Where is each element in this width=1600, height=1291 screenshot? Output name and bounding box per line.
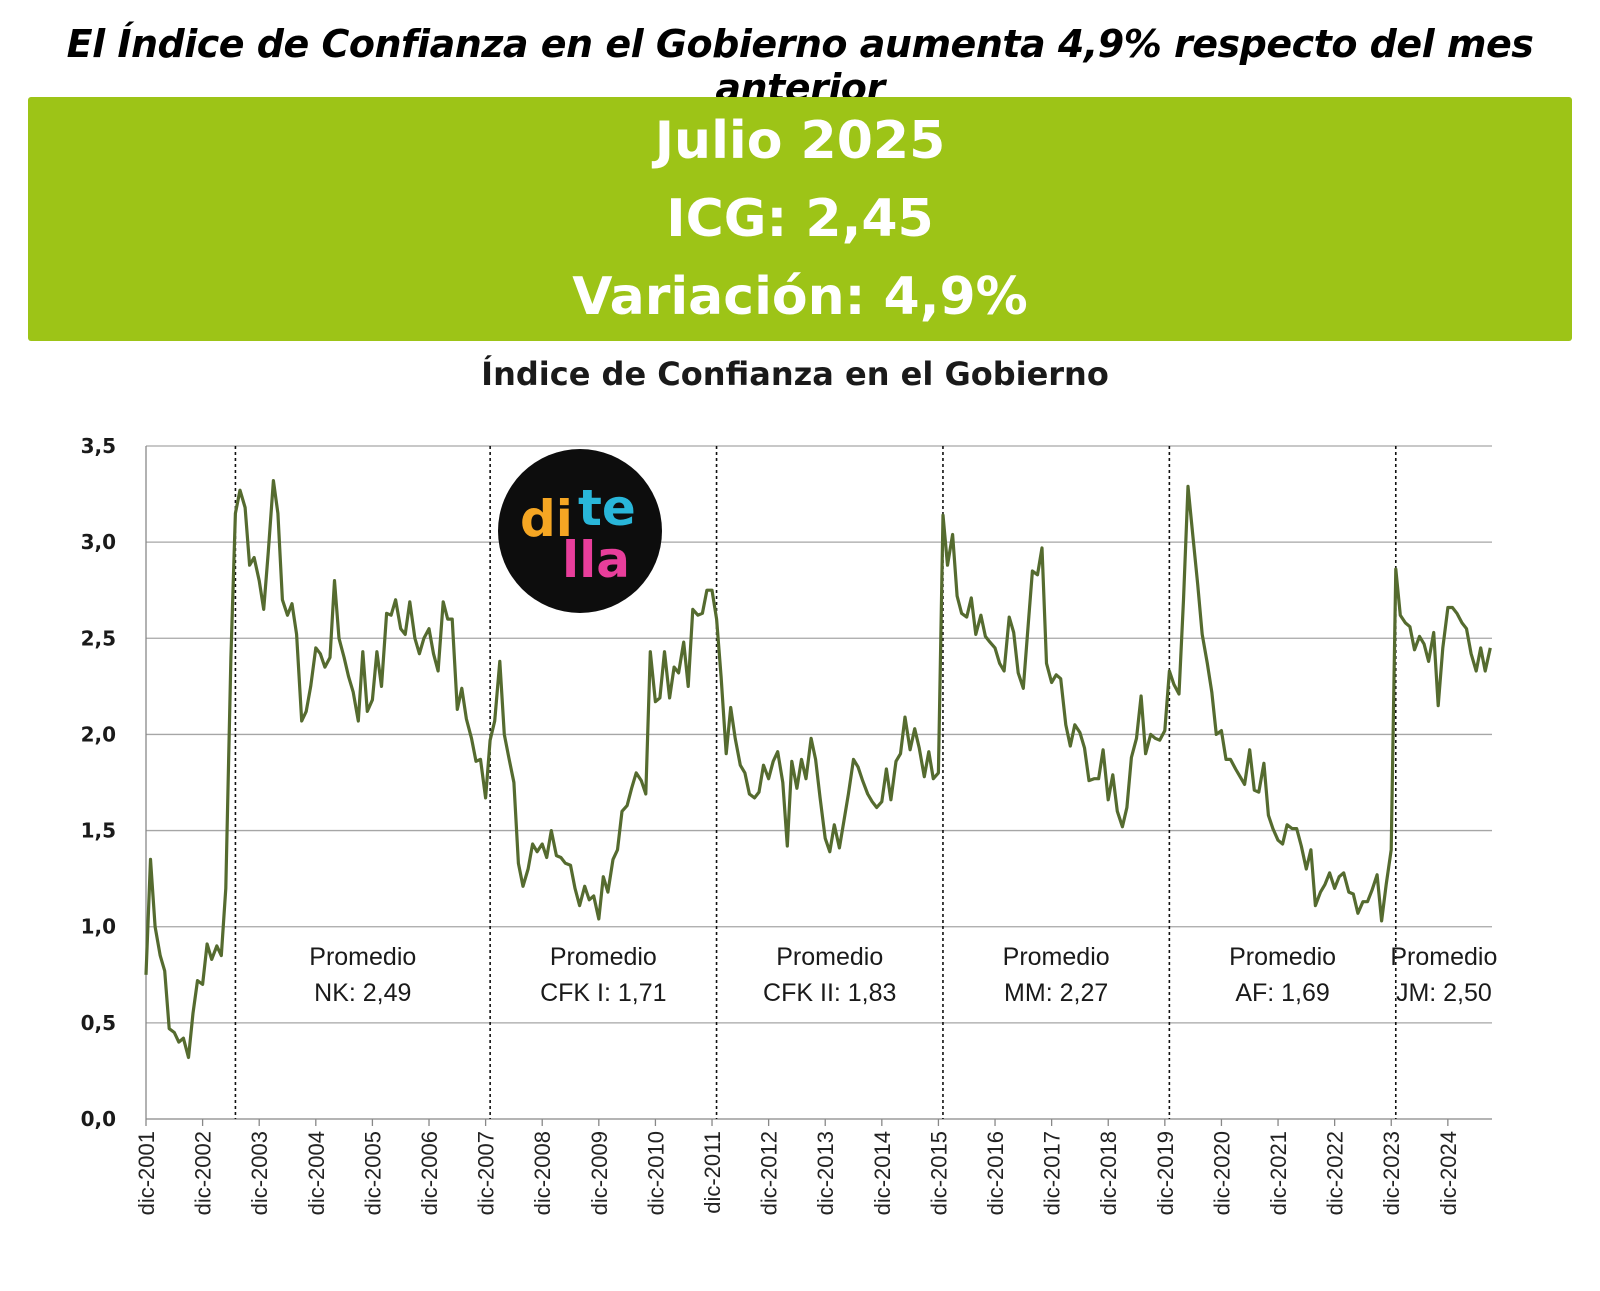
x-tick-label: dic-2008 [530, 1131, 555, 1215]
x-tick-label: dic-2004 [304, 1131, 329, 1215]
logo-text-di: di [520, 490, 573, 548]
x-tick-label: dic-2021 [1266, 1131, 1291, 1215]
x-tick-label: dic-2017 [1040, 1131, 1065, 1215]
x-tick-label: dic-2016 [983, 1131, 1008, 1215]
period-average-value: MM: 2,27 [1004, 979, 1108, 1007]
period-average-value: NK: 2,49 [314, 979, 411, 1007]
y-tick-label: 3,5 [81, 434, 116, 458]
period-average-value: CFK II: 1,83 [763, 979, 896, 1007]
x-tick-label: dic-2012 [757, 1131, 782, 1215]
period-averages: Promedio NK: 2,49 Promedio CFK I: 1,71 Prome… [309, 943, 1497, 1007]
period-average-value: AF: 1,69 [1235, 979, 1330, 1007]
y-tick-label: 0,0 [81, 1107, 116, 1131]
x-axis: dic-2001 dic-2002 dic-2003 dic-2004 dic-2005… [134, 1119, 1461, 1215]
x-tick-label: dic-2001 [134, 1131, 159, 1215]
logo-circle [498, 449, 662, 613]
x-tick-label: dic-2003 [247, 1131, 272, 1215]
series-line-group [144, 479, 1492, 1060]
banner-month: Julio 2025 [654, 111, 946, 171]
period-average-label: Promedio [1003, 943, 1110, 971]
x-tick-label: dic-2014 [870, 1131, 895, 1215]
period-average-label: Promedio [1390, 943, 1497, 971]
summary-banner: Julio 2025 ICG: 2,45 Variación: 4,9% [28, 97, 1572, 341]
x-tick-label: dic-2002 [191, 1131, 216, 1215]
x-tick-label: dic-2022 [1323, 1131, 1348, 1215]
x-tick-label: dic-2007 [474, 1131, 499, 1215]
logo-text-lla: lla [562, 531, 630, 589]
y-tick-label: 2,0 [81, 722, 116, 746]
x-tick-label: dic-2009 [587, 1131, 612, 1215]
ditella-logo: di te lla [498, 449, 662, 613]
x-tick-label: dic-2023 [1379, 1131, 1404, 1215]
x-tick-label: dic-2006 [417, 1131, 442, 1215]
y-tick-label: 2,5 [81, 626, 116, 650]
y-axis: 0,0 0,5 1,0 1,5 2,0 2,5 3,0 3,5 [81, 434, 147, 1131]
y-tick-label: 1,0 [81, 915, 116, 939]
period-average-label: Promedio [550, 943, 657, 971]
banner-icg-value: ICG: 2,45 [666, 189, 934, 249]
y-tick-label: 3,0 [81, 530, 116, 554]
logo-text-te: te [578, 479, 636, 537]
x-tick-label: dic-2024 [1436, 1131, 1461, 1215]
x-tick-label: dic-2010 [643, 1131, 668, 1215]
period-average-label: Promedio [309, 943, 416, 971]
x-tick-label: dic-2005 [360, 1131, 385, 1215]
x-tick-label: dic-2013 [813, 1131, 838, 1215]
period-average-label: Promedio [776, 943, 883, 971]
chart-title: Índice de Confianza en el Gobierno [481, 355, 1109, 393]
period-dividers [234, 446, 1397, 1119]
headline: El Índice de Confianza en el Gobierno au… [66, 22, 1534, 110]
banner-variation: Variación: 4,9% [572, 267, 1028, 327]
y-tick-label: 0,5 [81, 1011, 116, 1035]
period-average-value: JM: 2,50 [1396, 979, 1492, 1007]
x-tick-label: dic-2020 [1209, 1131, 1234, 1215]
gridlines [146, 445, 1492, 1120]
y-tick-label: 1,5 [81, 819, 116, 843]
series-line-icg [144, 479, 1492, 1060]
x-tick-label: dic-2015 [926, 1131, 951, 1215]
x-tick-label: dic-2018 [1096, 1131, 1121, 1215]
period-average-label: Promedio [1229, 943, 1336, 971]
period-average-value: CFK I: 1,71 [540, 979, 666, 1007]
x-tick-label: dic-2019 [1153, 1131, 1178, 1215]
icg-line-chart: Índice de Confianza en el Gobierno 0,00,… [81, 355, 1498, 1215]
x-tick-label: dic-2011 [700, 1131, 725, 1214]
